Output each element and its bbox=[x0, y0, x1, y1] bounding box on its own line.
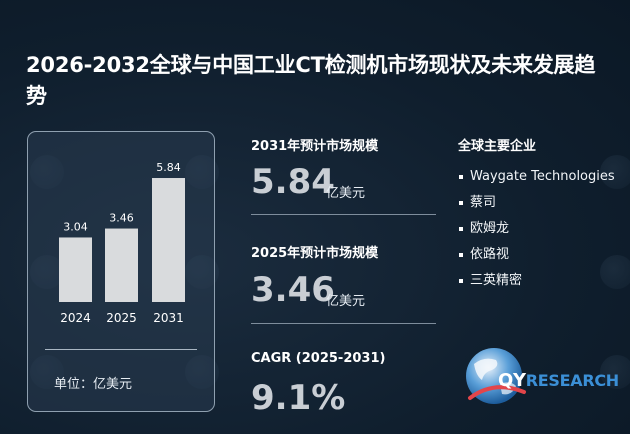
company-item: 三英精密 bbox=[458, 271, 618, 291]
stat-2025-value: 3.46 bbox=[251, 270, 335, 310]
chart-divider bbox=[45, 349, 197, 350]
stat-2031-label: 2031年预计市场规模 bbox=[251, 139, 379, 154]
company-item: 欧姆龙 bbox=[458, 219, 618, 239]
stat-2025-label: 2025年预计市场规模 bbox=[251, 246, 379, 261]
watermark-logo bbox=[600, 355, 630, 389]
x-tick-2025: 2025 bbox=[106, 311, 137, 325]
stat-divider bbox=[251, 214, 436, 215]
bar-2031 bbox=[152, 178, 185, 302]
company-item: Waygate Technologies bbox=[458, 167, 618, 187]
page-title: 2026-2032全球与中国工业CT检测机市场现状及未来发展趋势 bbox=[26, 53, 596, 108]
x-tick-2031: 2031 bbox=[153, 311, 184, 325]
watermark-logo bbox=[600, 255, 630, 289]
stat-2031-unit: 亿美元 bbox=[326, 186, 366, 201]
company-item: 依路视 bbox=[458, 245, 618, 265]
unit-label: 单位：亿美元 bbox=[54, 377, 133, 392]
stat-2025-unit: 亿美元 bbox=[326, 294, 366, 309]
value-label-2024: 3.04 bbox=[63, 220, 88, 233]
bar-2024 bbox=[59, 237, 92, 302]
bar-chart: 3.04 2024 3.46 2025 5.84 2031 bbox=[59, 161, 185, 325]
stat-2031-value: 5.84 bbox=[251, 162, 335, 202]
watermark-logo bbox=[600, 155, 630, 189]
cagr-value: 9.1% bbox=[251, 378, 346, 418]
value-label-2031: 5.84 bbox=[156, 161, 181, 174]
qyresearch-logo: QYRESEARCH bbox=[460, 340, 620, 410]
logo-text: QYRESEARCH bbox=[498, 370, 619, 391]
company-item: 蔡司 bbox=[458, 193, 618, 213]
value-label-2025: 3.46 bbox=[109, 212, 134, 225]
bar-2025 bbox=[105, 228, 138, 302]
company-list: Waygate Technologies 蔡司 欧姆龙 依路视 三英精密 bbox=[458, 167, 618, 297]
globe-icon bbox=[466, 348, 526, 404]
cagr-label: CAGR (2025-2031) bbox=[251, 351, 386, 366]
chart-card: 3.04 2024 3.46 2025 5.84 2031 单位：亿美元 bbox=[27, 131, 215, 412]
stat-divider bbox=[251, 323, 436, 324]
companies-title: 全球主要企业 bbox=[458, 139, 537, 154]
x-tick-2024: 2024 bbox=[60, 311, 91, 325]
